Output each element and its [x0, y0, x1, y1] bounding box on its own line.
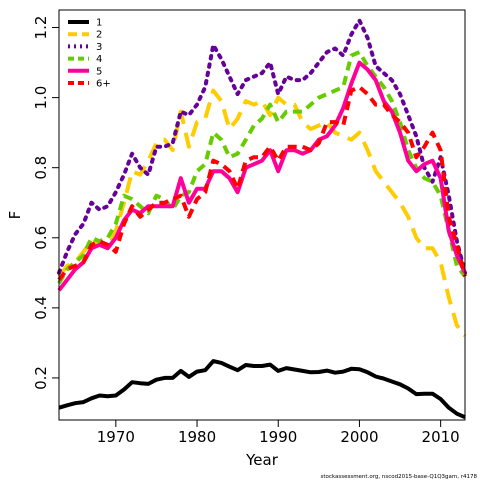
- y-tick-label: 0.8: [32, 156, 50, 180]
- legend-label-1: 1: [96, 18, 102, 29]
- footnote: stockassessment.org, nscod2015-base-Q1Q3…: [320, 474, 477, 480]
- y-tick-label: 0.6: [32, 226, 50, 250]
- series-line-4: [57, 50, 467, 285]
- series-line-1: [58, 359, 466, 420]
- x-tick-label: 1990: [259, 428, 297, 446]
- series-line-6+: [57, 85, 467, 282]
- y-tick-label: 1.0: [32, 86, 50, 110]
- legend-label-2: 2: [96, 30, 102, 41]
- y-axis-title: F: [6, 211, 24, 220]
- series-layer: [57, 18, 467, 420]
- legend-label-3: 3: [96, 42, 102, 53]
- series-line-3: [57, 18, 467, 275]
- x-axis-title: Year: [245, 451, 279, 469]
- axes-layer: 1970 1980 1990 2000 2010 0.2 0.4 0.6 0.8 1.0 1.2: [32, 9, 466, 446]
- y-tick-label: 1.2: [32, 16, 50, 40]
- legend-label-4: 4: [96, 54, 102, 65]
- series-line-2: [57, 88, 467, 338]
- x-tick-label: 2000: [340, 428, 378, 446]
- legend-label-5: 5: [96, 66, 102, 77]
- plot-frame: [58, 9, 466, 421]
- x-tick-label: 2010: [422, 428, 460, 446]
- legend-label-6+: 6+: [96, 79, 111, 90]
- x-tick-label: 1970: [97, 428, 135, 446]
- series-line-5: [57, 60, 467, 292]
- y-tick-label: 0.4: [32, 296, 50, 320]
- x-tick-label: 1980: [178, 428, 216, 446]
- y-tick-label: 0.2: [32, 366, 50, 390]
